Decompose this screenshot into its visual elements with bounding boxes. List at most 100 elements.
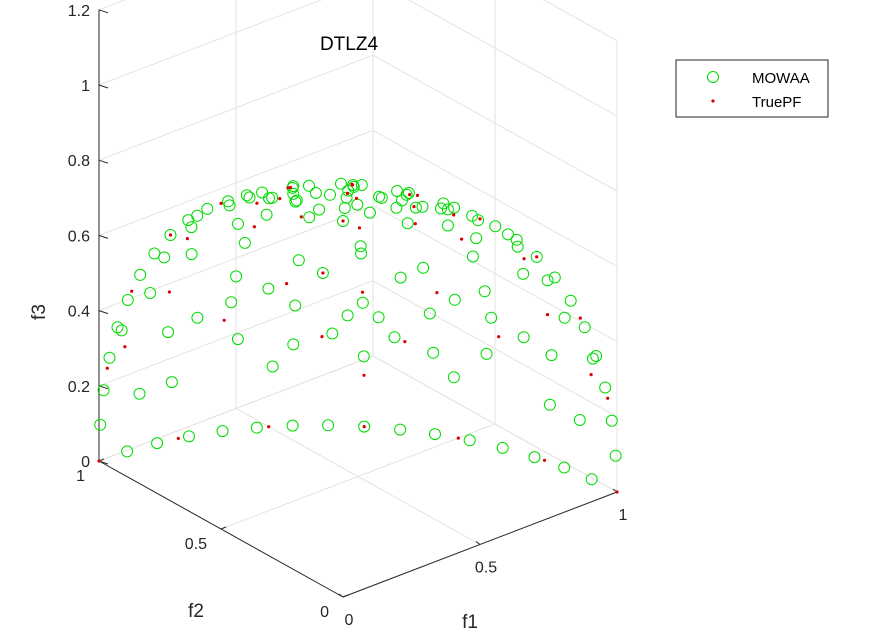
mowaa-point — [470, 232, 483, 245]
truepf-point — [267, 425, 271, 429]
truepf-point — [589, 373, 593, 377]
legend-marker-truepf — [711, 99, 715, 103]
z-tick-label: 0.4 — [68, 304, 90, 321]
z-tick-label: 0.2 — [68, 379, 90, 396]
truepf-point — [360, 290, 365, 294]
mowaa-point — [447, 371, 460, 384]
truepf-point — [435, 291, 439, 295]
z-axis-label: f3 — [29, 304, 50, 320]
truepf-point — [403, 340, 407, 344]
mowaa-point — [337, 215, 349, 227]
truepf-point — [252, 225, 256, 229]
z-tick-label: 1.2 — [68, 3, 90, 20]
mowaa-point — [191, 209, 204, 222]
mowaa-point — [351, 198, 364, 211]
mowaa-point — [605, 414, 618, 427]
legend: MOWAA TruePF — [675, 59, 829, 118]
mowaa-point — [355, 247, 367, 260]
mowaa-point — [225, 296, 238, 309]
mowaa-point — [448, 293, 461, 306]
truepf-point — [345, 191, 350, 196]
mowaa-point — [324, 188, 336, 201]
truepf-point — [123, 345, 127, 349]
mowaa-point — [309, 187, 322, 199]
truepf-point — [354, 196, 359, 200]
z-tick-label: 1 — [81, 78, 90, 95]
mowaa-point — [586, 352, 599, 365]
truepf-point — [478, 217, 482, 221]
truepf-point — [542, 458, 547, 462]
mowaa-point — [232, 217, 244, 230]
mowaa-point — [599, 381, 612, 394]
truepf-point — [456, 436, 460, 440]
x-tick-label: 0 — [345, 612, 354, 629]
grid-line — [98, 355, 374, 462]
mowaa-point — [372, 311, 385, 324]
truepf-point — [412, 205, 416, 209]
truepf-point — [168, 233, 173, 237]
mowaa-point — [528, 451, 541, 464]
truepf-point — [299, 215, 303, 219]
mowaa-point — [165, 376, 178, 389]
legend-label-mowaa: MOWAA — [752, 70, 810, 87]
mowaa-point — [121, 445, 134, 458]
z-tick-label: 0 — [81, 454, 90, 471]
mowaa-point — [338, 202, 351, 214]
mowaa-point — [287, 338, 300, 351]
mowaa-point — [363, 206, 376, 219]
mowaa-point — [609, 449, 622, 462]
mowaa-point — [111, 321, 124, 334]
mowaa-point — [289, 195, 302, 208]
truepf-point — [167, 290, 171, 294]
mowaa-point — [510, 233, 523, 246]
legend-label-truepf: TruePF — [752, 94, 801, 111]
mowaa-point — [396, 194, 408, 207]
z-tick-mark — [98, 159, 109, 164]
truepf-point — [351, 183, 355, 187]
mowaa-point — [375, 191, 388, 204]
mowaa-point — [356, 296, 369, 309]
x-tick-mark — [475, 541, 481, 545]
z-tick-label: 0.6 — [68, 228, 90, 245]
y-tick-label: 0 — [320, 604, 329, 621]
mowaa-point — [303, 179, 315, 192]
mowaa-point — [466, 209, 479, 222]
mowaa-point — [463, 434, 476, 447]
mowaa-point — [530, 250, 543, 263]
truepf-point — [362, 373, 366, 377]
mowaa-point — [416, 200, 429, 213]
mowaa-point — [266, 360, 279, 373]
y-tick-mark — [342, 594, 349, 598]
mowaa-point — [478, 285, 491, 298]
mowaa-point — [423, 307, 436, 320]
mowaa-point — [243, 191, 256, 204]
mowaa-point — [543, 398, 556, 411]
grid-layer — [98, 0, 618, 598]
y-axis-label: f2 — [188, 601, 204, 622]
truepf-point — [497, 335, 501, 339]
mowaa-point — [394, 423, 407, 436]
mowaa-point — [401, 217, 414, 230]
truepf-point — [278, 197, 282, 201]
truepf-point — [341, 219, 345, 223]
mowaa-point — [262, 282, 275, 295]
mowaa-point — [573, 414, 586, 426]
truepf-point — [357, 226, 362, 230]
mowaa-point — [230, 270, 243, 283]
z-tick-mark — [98, 310, 109, 315]
mowaa-point — [496, 441, 509, 454]
truepf-point — [222, 318, 226, 322]
mowaa-point — [417, 261, 430, 274]
truepf-point — [285, 282, 289, 286]
mowaa-point — [322, 419, 335, 432]
truepf-point — [408, 193, 412, 197]
mowaa-point — [191, 311, 204, 324]
mowaa-point — [394, 271, 407, 284]
mowaa-point — [354, 240, 367, 253]
mowaa-point — [437, 197, 450, 210]
y-tick-label: 0.5 — [185, 536, 207, 553]
z-tick-mark — [98, 234, 109, 239]
mowaa-point — [216, 425, 229, 438]
legend-marker-mowaa — [707, 71, 719, 83]
